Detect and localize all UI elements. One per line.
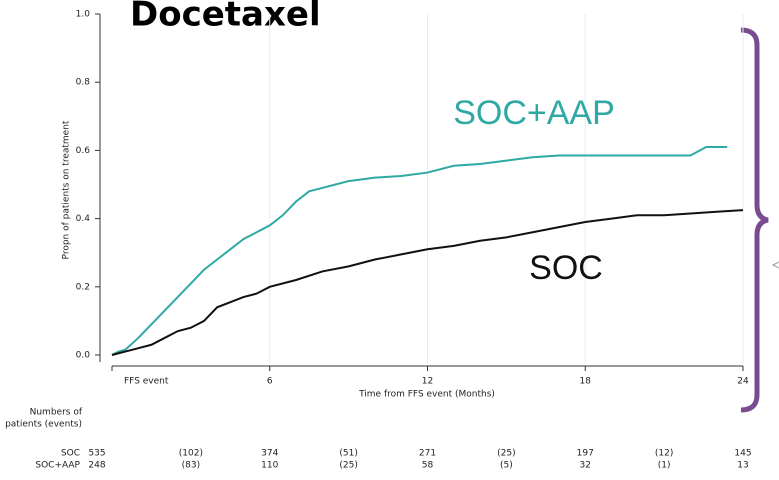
chart-title: Docetaxel	[130, 0, 321, 35]
risk-cell: (51)	[339, 449, 357, 459]
y-tick-label: 0.0	[76, 351, 91, 361]
risk-cell: 145	[734, 449, 751, 459]
risk-table-title: patients (events)	[5, 420, 82, 430]
risk-cell: (102)	[179, 449, 203, 459]
y-tick-label: 0.2	[76, 282, 90, 292]
series-line	[111, 145, 728, 356]
risk-row-name: SOC	[61, 449, 80, 459]
y-tick-label: 0.6	[76, 146, 91, 156]
series-line	[111, 209, 744, 356]
risk-cell: 32	[580, 461, 591, 471]
x-axis-label: Time from FFS event (Months)	[358, 390, 495, 400]
risk-cell: 13	[737, 461, 748, 471]
x-tick-label: 18	[580, 377, 592, 387]
risk-row-name: SOC+AAP	[35, 461, 80, 471]
x-tick-label: FFS event	[124, 377, 169, 387]
risk-cell: 535	[88, 449, 105, 459]
y-tick-label: 0.8	[76, 78, 91, 88]
x-tick-label: 6	[267, 377, 273, 387]
risk-cell: (83)	[182, 461, 200, 471]
y-axis-label: Propn of patients on treatment	[62, 120, 72, 259]
y-tick-label: 0.4	[76, 214, 91, 224]
x-tick-label: 24	[737, 377, 749, 387]
risk-cell: 110	[261, 461, 278, 471]
risk-cell: (1)	[658, 461, 671, 471]
arrow	[771, 261, 779, 269]
risk-cell: 58	[422, 461, 434, 471]
risk-cell: 197	[577, 449, 594, 459]
bracket	[740, 27, 769, 413]
risk-cell: 374	[261, 449, 278, 459]
risk-cell: (25)	[497, 449, 515, 459]
risk-cell: (25)	[339, 461, 357, 471]
risk-cell: (12)	[655, 449, 673, 459]
risk-cell: 248	[88, 461, 105, 471]
risk-cell: 271	[419, 449, 436, 459]
risk-table-title: Numbers of	[30, 408, 83, 418]
x-tick-label: 12	[422, 377, 433, 387]
risk-cell: (5)	[500, 461, 513, 471]
series-label: SOC	[529, 249, 603, 287]
series-label: SOC+AAP	[453, 94, 615, 132]
y-tick-label: 1.0	[76, 10, 91, 20]
